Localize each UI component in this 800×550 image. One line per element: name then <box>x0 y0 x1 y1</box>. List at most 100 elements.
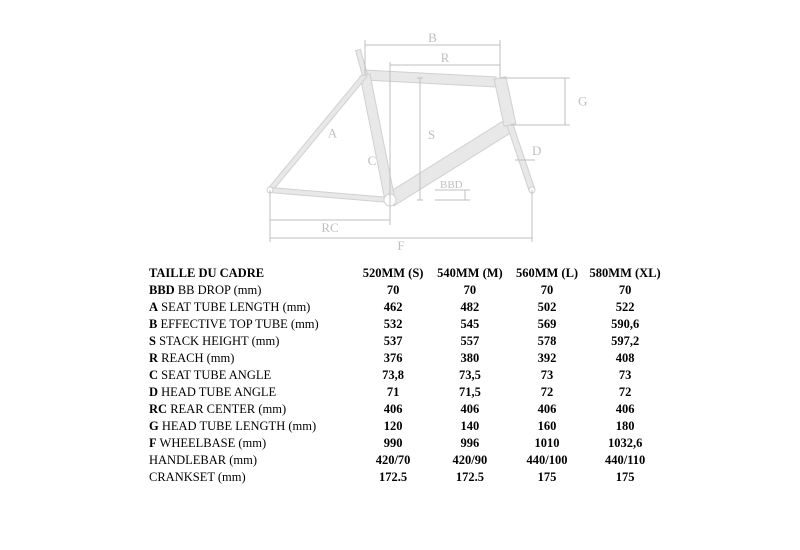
svg-text:D: D <box>532 143 541 158</box>
row-value: 406 <box>431 401 509 418</box>
row-label-rest: WHEELBASE (mm) <box>157 436 266 450</box>
row-label-prefix: S <box>149 334 156 348</box>
page-container: BRSGDACBBDRCF TAILLE DU CADRE 520MM (S) … <box>0 0 800 550</box>
row-label-rest: BB DROP (mm) <box>175 283 262 297</box>
row-value: 380 <box>431 350 509 367</box>
size-header-m: 540MM (M) <box>431 265 509 282</box>
row-label-prefix: D <box>149 385 158 399</box>
row-value: 440/100 <box>509 452 585 469</box>
row-value: 120 <box>355 418 431 435</box>
row-value: 376 <box>355 350 431 367</box>
row-value: 175 <box>509 469 585 486</box>
row-value: 406 <box>509 401 585 418</box>
row-label: HANDLEBAR (mm) <box>145 452 355 469</box>
svg-text:C: C <box>368 153 377 168</box>
table-row: BBD BB DROP (mm)70707070 <box>145 282 665 299</box>
table-row: D HEAD TUBE ANGLE7171,57272 <box>145 384 665 401</box>
row-label: G HEAD TUBE LENGTH (mm) <box>145 418 355 435</box>
row-value: 406 <box>355 401 431 418</box>
row-label: S STACK HEIGHT (mm) <box>145 333 355 350</box>
row-label-rest: HANDLEBAR (mm) <box>149 453 257 467</box>
svg-text:A: A <box>328 126 338 141</box>
row-value: 1010 <box>509 435 585 452</box>
header-label: TAILLE DU CADRE <box>145 265 355 282</box>
row-value: 522 <box>585 299 665 316</box>
row-value: 72 <box>585 384 665 401</box>
row-label: BBD BB DROP (mm) <box>145 282 355 299</box>
row-value: 462 <box>355 299 431 316</box>
row-value: 172.5 <box>431 469 509 486</box>
row-value: 70 <box>585 282 665 299</box>
row-label-rest: HEAD TUBE LENGTH (mm) <box>159 419 316 433</box>
row-label-rest: STACK HEIGHT (mm) <box>156 334 279 348</box>
row-label-prefix: RC <box>149 402 167 416</box>
row-value: 70 <box>355 282 431 299</box>
row-value: 557 <box>431 333 509 350</box>
row-value: 537 <box>355 333 431 350</box>
row-label-prefix: A <box>149 300 158 314</box>
table-row: HANDLEBAR (mm) 420/70420/90440/100440/110 <box>145 452 665 469</box>
svg-text:R: R <box>441 50 450 65</box>
row-label-rest: REACH (mm) <box>158 351 234 365</box>
row-label-rest: CRANKSET (mm) <box>149 470 246 484</box>
row-value: 160 <box>509 418 585 435</box>
row-value: 482 <box>431 299 509 316</box>
row-label: C SEAT TUBE ANGLE <box>145 367 355 384</box>
row-value: 996 <box>431 435 509 452</box>
row-value: 440/110 <box>585 452 665 469</box>
row-value: 73,8 <box>355 367 431 384</box>
row-label-rest: REAR CENTER (mm) <box>167 402 286 416</box>
row-value: 578 <box>509 333 585 350</box>
table-header-row: TAILLE DU CADRE 520MM (S) 540MM (M) 560M… <box>145 265 665 282</box>
row-value: 545 <box>431 316 509 333</box>
svg-text:B: B <box>428 30 437 45</box>
svg-text:F: F <box>397 238 404 250</box>
table-row: G HEAD TUBE LENGTH (mm)120140160180 <box>145 418 665 435</box>
row-label: CRANKSET (mm) <box>145 469 355 486</box>
row-value: 532 <box>355 316 431 333</box>
row-value: 420/70 <box>355 452 431 469</box>
row-value: 408 <box>585 350 665 367</box>
size-header-s: 520MM (S) <box>355 265 431 282</box>
row-label-prefix: G <box>149 419 159 433</box>
row-label: RC REAR CENTER (mm) <box>145 401 355 418</box>
row-value: 420/90 <box>431 452 509 469</box>
table-row: RC REAR CENTER (mm)406406406406 <box>145 401 665 418</box>
row-value: 502 <box>509 299 585 316</box>
row-value: 990 <box>355 435 431 452</box>
row-value: 569 <box>509 316 585 333</box>
row-label-rest: SEAT TUBE ANGLE <box>158 368 271 382</box>
row-value: 175 <box>585 469 665 486</box>
table-row: A SEAT TUBE LENGTH (mm)462482502522 <box>145 299 665 316</box>
size-header-xl: 580MM (XL) <box>585 265 665 282</box>
row-label-prefix: R <box>149 351 158 365</box>
row-label-rest: EFFECTIVE TOP TUBE (mm) <box>157 317 318 331</box>
size-header-l: 560MM (L) <box>509 265 585 282</box>
frame-svg: BRSGDACBBDRCF <box>200 20 600 250</box>
row-label: B EFFECTIVE TOP TUBE (mm) <box>145 316 355 333</box>
row-value: 70 <box>431 282 509 299</box>
row-value: 73,5 <box>431 367 509 384</box>
row-value: 172.5 <box>355 469 431 486</box>
row-label-prefix: F <box>149 436 157 450</box>
row-label-prefix: BBD <box>149 283 175 297</box>
table-row: S STACK HEIGHT (mm)537557578597,2 <box>145 333 665 350</box>
row-value: 71,5 <box>431 384 509 401</box>
row-value: 392 <box>509 350 585 367</box>
row-value: 72 <box>509 384 585 401</box>
row-value: 1032,6 <box>585 435 665 452</box>
row-label: D HEAD TUBE ANGLE <box>145 384 355 401</box>
table-row: CRANKSET (mm)172.5172.5175175 <box>145 469 665 486</box>
row-value: 70 <box>509 282 585 299</box>
row-value: 180 <box>585 418 665 435</box>
table-row: R REACH (mm)376380392408 <box>145 350 665 367</box>
row-label: R REACH (mm) <box>145 350 355 367</box>
row-value: 71 <box>355 384 431 401</box>
row-label: A SEAT TUBE LENGTH (mm) <box>145 299 355 316</box>
svg-text:BBD: BBD <box>440 179 463 191</box>
table-row: B EFFECTIVE TOP TUBE (mm)532545569590,6 <box>145 316 665 333</box>
table-row: C SEAT TUBE ANGLE73,873,57373 <box>145 367 665 384</box>
row-label-prefix: C <box>149 368 158 382</box>
geometry-table: TAILLE DU CADRE 520MM (S) 540MM (M) 560M… <box>145 265 665 486</box>
geometry-table-wrap: TAILLE DU CADRE 520MM (S) 540MM (M) 560M… <box>145 265 665 486</box>
